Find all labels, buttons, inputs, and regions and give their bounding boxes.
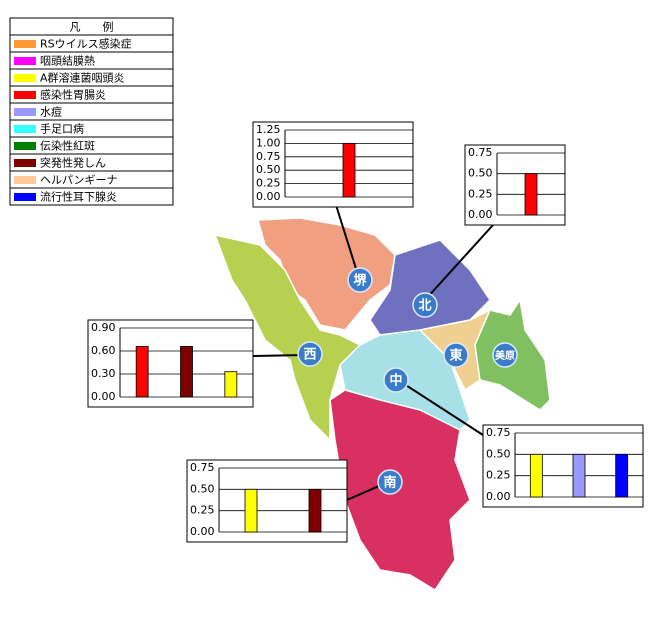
y-tick-label: 0.00 xyxy=(486,490,511,503)
y-tick-label: 0.00 xyxy=(468,208,493,221)
legend-swatch xyxy=(14,142,36,150)
region-label: 東 xyxy=(449,348,462,364)
y-tick-label: 0.75 xyxy=(256,150,281,163)
y-tick-label: 0.50 xyxy=(486,447,511,460)
legend-label: ヘルパンギーナ xyxy=(40,174,118,187)
y-tick-label: 1.25 xyxy=(256,123,281,136)
legend-swatch xyxy=(14,40,36,48)
bar xyxy=(224,371,238,398)
y-tick-label: 0.25 xyxy=(468,187,493,200)
legend-swatch xyxy=(14,91,36,99)
region-label: 堺 xyxy=(353,273,367,289)
legend-label: 流行性耳下腺炎 xyxy=(40,190,117,204)
y-tick-label: 0.75 xyxy=(190,461,215,474)
chart-box xyxy=(464,144,566,226)
legend-swatch xyxy=(14,125,36,133)
region-label: 西 xyxy=(303,348,316,363)
region-marker xyxy=(383,367,409,393)
region-minami xyxy=(329,389,471,592)
legend-swatch xyxy=(14,193,36,201)
y-tick-label: 0.00 xyxy=(256,190,281,203)
legend-label: A群溶連菌咽頭炎 xyxy=(40,71,125,85)
y-tick-label: 1.00 xyxy=(256,136,281,149)
legend-swatch xyxy=(14,74,36,82)
region-marker xyxy=(412,292,438,318)
region-marker xyxy=(443,342,469,368)
legend-label: 感染性胃腸炎 xyxy=(40,88,106,102)
y-tick-label: 0.50 xyxy=(256,163,281,176)
y-tick-label: 0.25 xyxy=(486,469,511,482)
legend-swatch xyxy=(14,57,36,65)
legend-label: 水痘 xyxy=(40,105,62,119)
connector xyxy=(335,204,359,276)
bar xyxy=(615,453,629,498)
bar xyxy=(135,345,149,398)
map xyxy=(213,217,551,592)
y-tick-label: 0.25 xyxy=(190,504,215,517)
region-sakai xyxy=(257,217,396,331)
legend-title: 凡 例 xyxy=(70,20,114,34)
legend-swatch xyxy=(14,108,36,116)
legend-label: 手足口病 xyxy=(40,122,84,136)
region-marker xyxy=(297,341,323,367)
y-tick-label: 0.00 xyxy=(91,390,116,403)
legend-label: 伝染性紅斑 xyxy=(40,139,95,153)
bar xyxy=(180,345,193,398)
bar xyxy=(524,173,538,216)
y-tick-label: 0.60 xyxy=(91,344,116,357)
y-tick-label: 0.00 xyxy=(190,525,215,538)
region-label: 北 xyxy=(418,299,431,314)
connector xyxy=(424,224,494,301)
legend-label: 突発性発しん xyxy=(40,156,106,170)
y-tick-label: 0.50 xyxy=(190,482,215,495)
legend-label: RSウイルス感染症 xyxy=(40,37,132,51)
region-label: 南 xyxy=(383,475,396,491)
bar xyxy=(244,488,258,533)
region-marker xyxy=(377,469,403,495)
y-tick-label: 0.75 xyxy=(468,146,493,159)
y-tick-label: 0.30 xyxy=(91,367,116,380)
legend-label: 咽頭結膜熱 xyxy=(40,54,95,68)
region-marker xyxy=(492,342,518,368)
y-tick-label: 0.75 xyxy=(486,426,511,439)
legend-box xyxy=(9,17,174,206)
y-tick-label: 0.50 xyxy=(468,167,493,180)
legend-swatch xyxy=(14,159,36,167)
bar xyxy=(342,142,356,198)
chart-box xyxy=(252,121,414,208)
region-marker xyxy=(347,267,373,293)
y-tick-label: 0.90 xyxy=(91,321,116,334)
connector xyxy=(252,354,306,357)
bar xyxy=(308,488,322,533)
region-label: 中 xyxy=(389,373,402,389)
bar xyxy=(529,453,543,498)
legend-swatch xyxy=(14,176,36,184)
connector xyxy=(397,379,484,436)
region-label: 美原 xyxy=(495,349,515,362)
region-nishi xyxy=(213,233,362,442)
y-tick-label: 0.25 xyxy=(256,177,281,190)
bar xyxy=(572,453,586,498)
